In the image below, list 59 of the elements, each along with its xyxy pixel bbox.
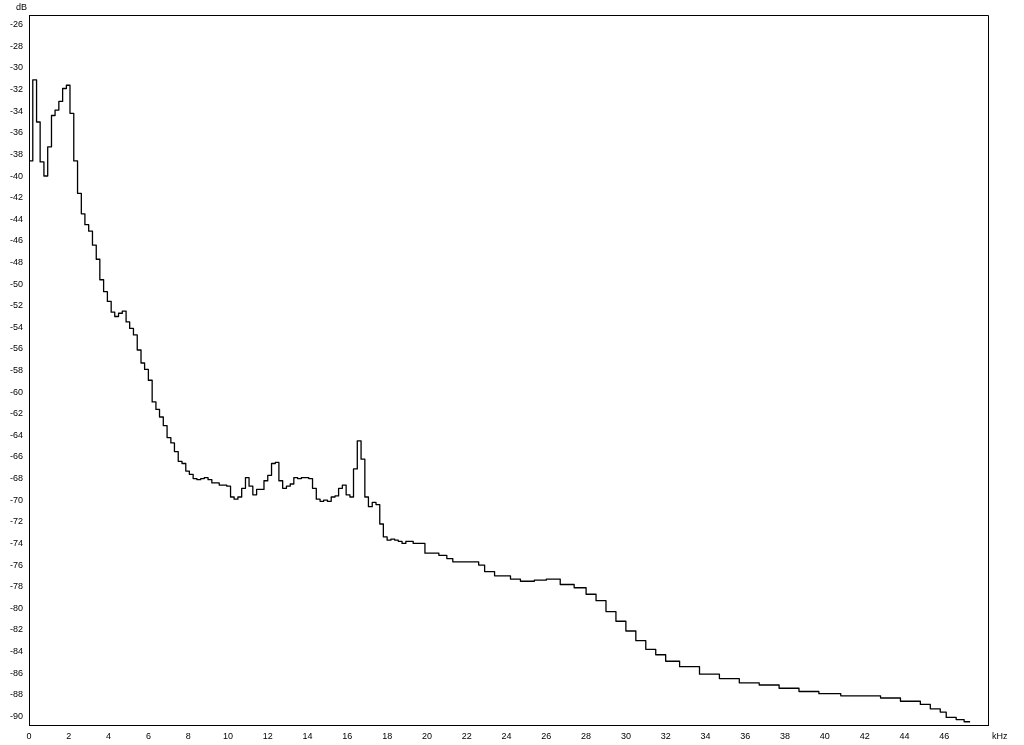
x-tick-label: 14 [302,730,313,741]
y-tick-label: -44 [9,213,23,224]
y-tick-label: -82 [9,624,23,635]
x-tick-label: 16 [342,730,353,741]
y-tick-label: -26 [9,19,23,30]
x-tick-label: 26 [541,730,552,741]
y-tick-label: -66 [9,451,23,462]
x-tick-label: 20 [421,730,432,741]
y-tick-label: -30 [9,62,23,73]
y-tick-label: -50 [9,278,23,289]
x-tick-label: 30 [620,730,631,741]
x-tick-label: 46 [939,730,950,741]
x-tick-label: 40 [819,730,830,741]
x-tick-label: 6 [145,730,151,741]
x-tick-label: 4 [106,730,112,741]
y-tick-label: -28 [9,40,23,51]
y-tick-label: -80 [9,602,23,613]
y-tick-label: -54 [9,321,23,332]
x-tick-label: 18 [382,730,393,741]
x-tick-label: 44 [899,730,910,741]
x-tick-label: 42 [859,730,870,741]
x-tick-label: 28 [581,730,592,741]
y-tick-label: -64 [9,429,23,440]
y-tick-label: -36 [9,127,23,138]
y-tick-label: -48 [9,256,23,267]
y-tick-label: -46 [9,235,23,246]
y-tick-label: -56 [9,343,23,354]
y-tick-label: -70 [9,494,23,505]
y-tick-label: -84 [9,646,23,656]
y-tick-label: -34 [9,105,23,116]
x-tick-label: 22 [461,730,472,741]
y-axis-title: dB [16,1,28,12]
x-tick-label: 38 [780,730,791,741]
y-tick-label: -88 [9,689,23,700]
x-tick-label: 24 [501,730,512,741]
x-tick-label: 8 [185,730,191,741]
x-tick-label: 0 [26,730,32,741]
x-tick-label: 12 [262,730,273,741]
y-tick-label: -42 [9,192,23,203]
y-tick-label: -78 [9,581,23,592]
y-tick-label: -52 [9,300,23,311]
y-tick-label: -62 [9,408,23,419]
y-tick-label: -38 [9,148,23,159]
y-tick-label: -58 [9,365,23,376]
y-tick-label: -76 [9,559,23,570]
y-tick-label: -72 [9,516,23,527]
x-tick-label: 34 [700,730,711,741]
x-tick-label: 10 [222,730,233,741]
y-tick-label: -74 [9,537,23,548]
y-tick-label: -86 [9,667,23,678]
x-axis-title: kHz [992,730,1008,741]
y-tick-label: -60 [9,386,23,397]
y-tick-label: -32 [9,84,23,95]
x-tick-label: 2 [66,730,72,741]
x-tick-label: 32 [660,730,671,741]
y-tick-label: -90 [9,710,23,721]
x-tick-label: 36 [740,730,751,741]
y-tick-label: -40 [9,170,23,181]
y-tick-label: -68 [9,473,23,484]
